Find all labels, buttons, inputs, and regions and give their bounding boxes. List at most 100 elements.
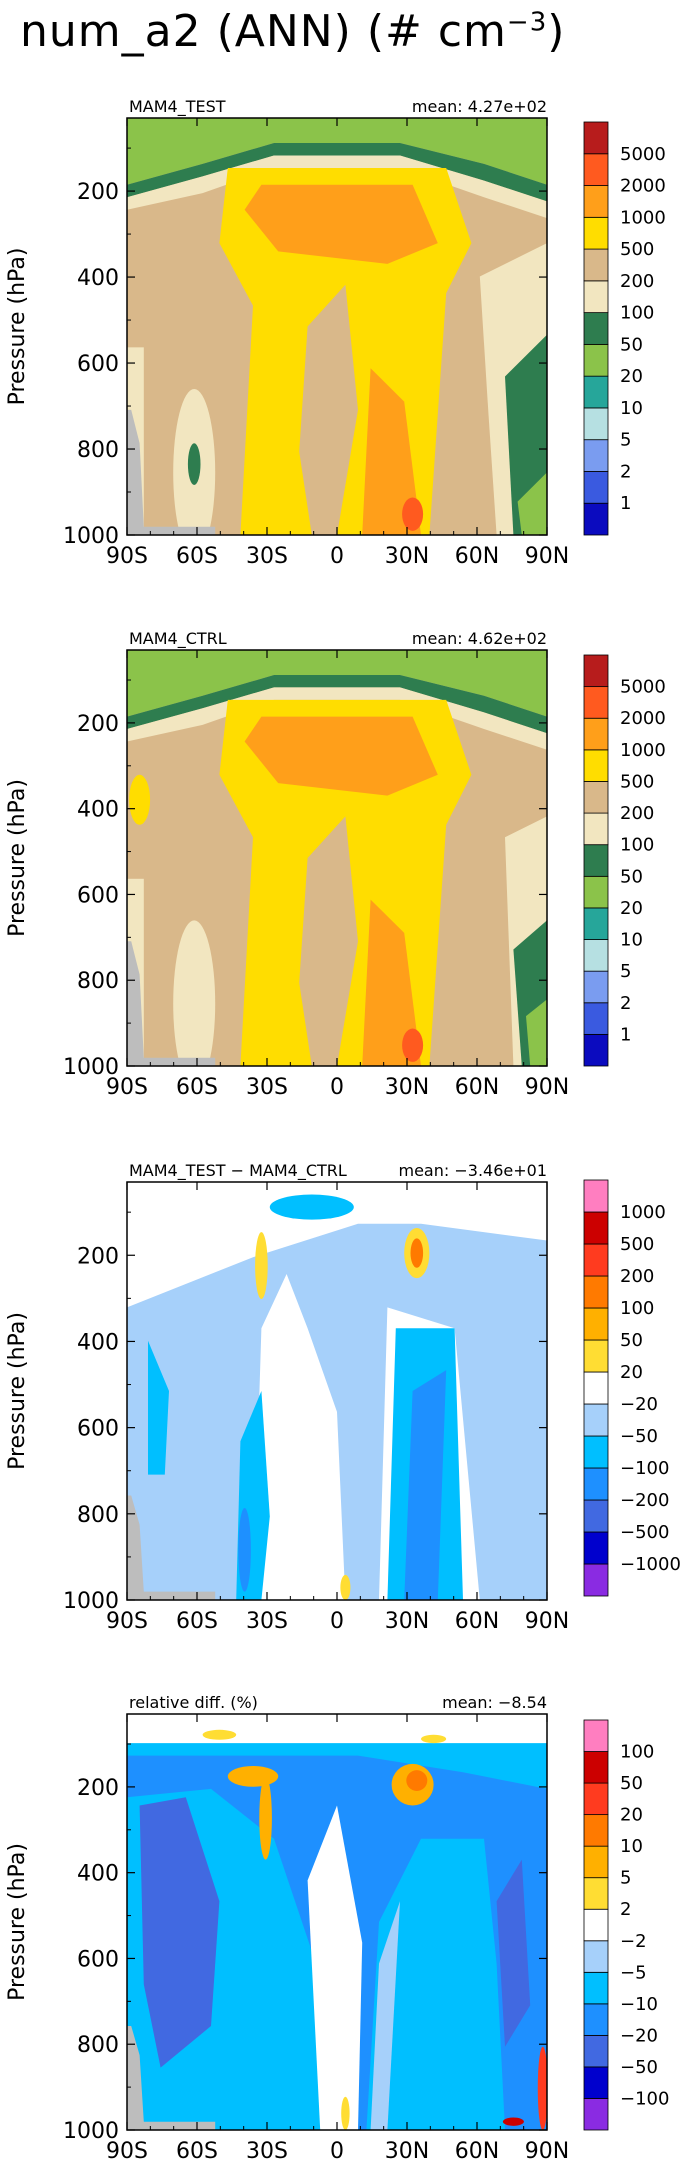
- y-tick-label: 600: [77, 1947, 119, 1972]
- band-neg-50-100-sw: [148, 1340, 169, 1475]
- colorbar-swatch: [583, 749, 609, 782]
- figure-title-exponent: −3: [506, 7, 548, 38]
- colorbar-label: 1: [620, 1024, 631, 1045]
- y-tick-label: 1000: [63, 524, 119, 549]
- band-neg-20-50-sw: [139, 1797, 220, 2068]
- colorbar-label: 20: [620, 366, 643, 387]
- band-5-10-col: [259, 1776, 272, 1860]
- y-tick-label: 400: [77, 266, 119, 291]
- y-tick-label: 800: [77, 438, 119, 463]
- colorbar-label: 200: [620, 271, 654, 292]
- y-tick-label: 200: [77, 1776, 119, 1801]
- band-neg-2-5-n: [370, 1901, 400, 2130]
- band-neg-20-50: [127, 1223, 547, 1600]
- colorbar-swatch: [583, 1782, 609, 1816]
- colorbar-swatch: [583, 717, 609, 751]
- colorbar-label: 200: [620, 1266, 654, 1287]
- x-tick-label: 60S: [176, 2139, 218, 2164]
- x-tick-label: 60S: [176, 1075, 218, 1100]
- colorbar-swatch: [583, 1845, 609, 1879]
- figure-title: num_a2 (ANN) (# cm−3): [20, 6, 565, 57]
- surface-1000-2000: [362, 368, 421, 535]
- colorbar-swatch: [583, 280, 609, 314]
- colorbar-swatch: [583, 907, 609, 940]
- figure-title-main: num_a2 (ANN) (# cm: [20, 6, 507, 57]
- colorbar-label: −1000: [620, 1554, 681, 1575]
- colorbar-swatch: [583, 1211, 609, 1245]
- colorbar-swatch: [583, 1499, 609, 1533]
- colorbar-swatch: [583, 812, 609, 846]
- plot-area: [127, 1714, 547, 2130]
- colorbar-label: 2000: [620, 708, 666, 729]
- band-5-10-s: [227, 1766, 279, 1787]
- colorbar-swatch: [583, 1179, 609, 1213]
- panel-label: MAM4_CTRL: [129, 629, 227, 649]
- panel-4: relative diff. (%) mean: −8.54 90S 60S 30S 0 3…: [5, 1693, 669, 2164]
- x-tick-label: 30S: [246, 1609, 288, 1634]
- panel-2: MAM4_CTRL mean: 4.62e+02 90S 60S 30S 0 30N 60N 9…: [5, 629, 666, 1100]
- colorbar-label: 2: [620, 993, 631, 1014]
- colorbar-swatch: [583, 1908, 609, 1942]
- colorbar-label: 1000: [620, 740, 666, 761]
- colorbar-swatch: [583, 1467, 609, 1501]
- band-20-50-s: [255, 1232, 268, 1300]
- colorbar-label: 1: [620, 493, 631, 514]
- panel-mean: mean: 4.27e+02: [412, 97, 547, 116]
- band-neg-50-100-top: [269, 1194, 354, 1220]
- north-20-50: [526, 999, 547, 1066]
- surface-2000-5000: [402, 497, 424, 531]
- colorbar-swatch: [583, 2066, 609, 2099]
- colorbar-swatch: [583, 185, 609, 218]
- x-tick-label: 0: [330, 1075, 344, 1100]
- surface-2000-5000: [402, 1028, 424, 1062]
- x-tick-label: 90S: [106, 1075, 148, 1100]
- x-tick-label: 30S: [246, 544, 288, 569]
- colorbar-label: 2000: [620, 176, 666, 197]
- x-tick-label: 30N: [385, 2139, 429, 2164]
- band-neg-20-50-ne: [496, 1859, 531, 2047]
- panel-mean: mean: 4.62e+02: [412, 629, 547, 648]
- y-tick-label: 1000: [63, 1055, 119, 1080]
- colorbar-swatch: [583, 844, 609, 877]
- panel-mean: mean: −8.54: [442, 1693, 547, 1712]
- y-tick-label: 600: [77, 1417, 119, 1442]
- colorbar-swatch: [583, 1563, 609, 1597]
- colorbar-label: 200: [620, 803, 654, 824]
- y-axis-label: Pressure (hPa): [5, 779, 30, 937]
- colorbar-swatch: [583, 1002, 609, 1035]
- band-100-200-n: [410, 1238, 424, 1268]
- south-low-100-200: [173, 920, 216, 1066]
- south-50-100: [187, 443, 201, 485]
- x-tick-label: 30S: [246, 2139, 288, 2164]
- colorbar-label: −5: [620, 1962, 647, 1983]
- x-tick-label: 30N: [385, 1075, 429, 1100]
- colorbar-label: −10: [620, 1994, 658, 2015]
- surface-1000-2000: [362, 899, 421, 1066]
- colorbar-swatch: [583, 781, 609, 814]
- colorbar-swatch: [583, 875, 609, 909]
- colorbar-swatch: [583, 248, 609, 282]
- colorbar-label: 500: [620, 1234, 654, 1255]
- x-tick-label: 60N: [455, 544, 499, 569]
- colorbar-label: 500: [620, 239, 654, 260]
- y-tick-label: 200: [77, 180, 119, 205]
- colorbar-swatch: [583, 2034, 609, 2068]
- colorbar-swatch: [583, 1275, 609, 1309]
- y-tick-label: 800: [77, 2033, 119, 2058]
- panel-label: MAM4_TEST − MAM4_CTRL: [129, 1161, 347, 1181]
- y-tick-label: 200: [77, 1244, 119, 1269]
- band-50-100: [127, 143, 547, 202]
- colorbar-label: 100: [620, 1298, 654, 1319]
- colorbar-swatch: [583, 1339, 609, 1373]
- plot-area: [127, 118, 547, 535]
- colorbar-swatch: [583, 502, 609, 536]
- band-2-5-top-n: [421, 1734, 447, 1744]
- x-tick-label: 90N: [525, 544, 569, 569]
- colorbar-label: 1000: [620, 207, 666, 228]
- colorbar-label: −20: [620, 2025, 658, 2046]
- y-axis-label: Pressure (hPa): [5, 248, 30, 406]
- colorbar-swatch: [583, 1371, 609, 1405]
- y-tick-label: 1000: [63, 2119, 119, 2144]
- colorbar-swatch: [583, 1814, 609, 1847]
- panel-label: MAM4_TEST: [129, 97, 226, 117]
